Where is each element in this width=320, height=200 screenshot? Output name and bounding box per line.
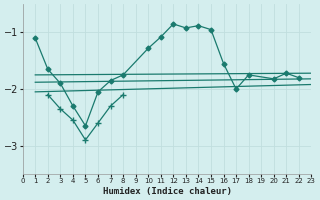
X-axis label: Humidex (Indice chaleur): Humidex (Indice chaleur) [102,187,232,196]
